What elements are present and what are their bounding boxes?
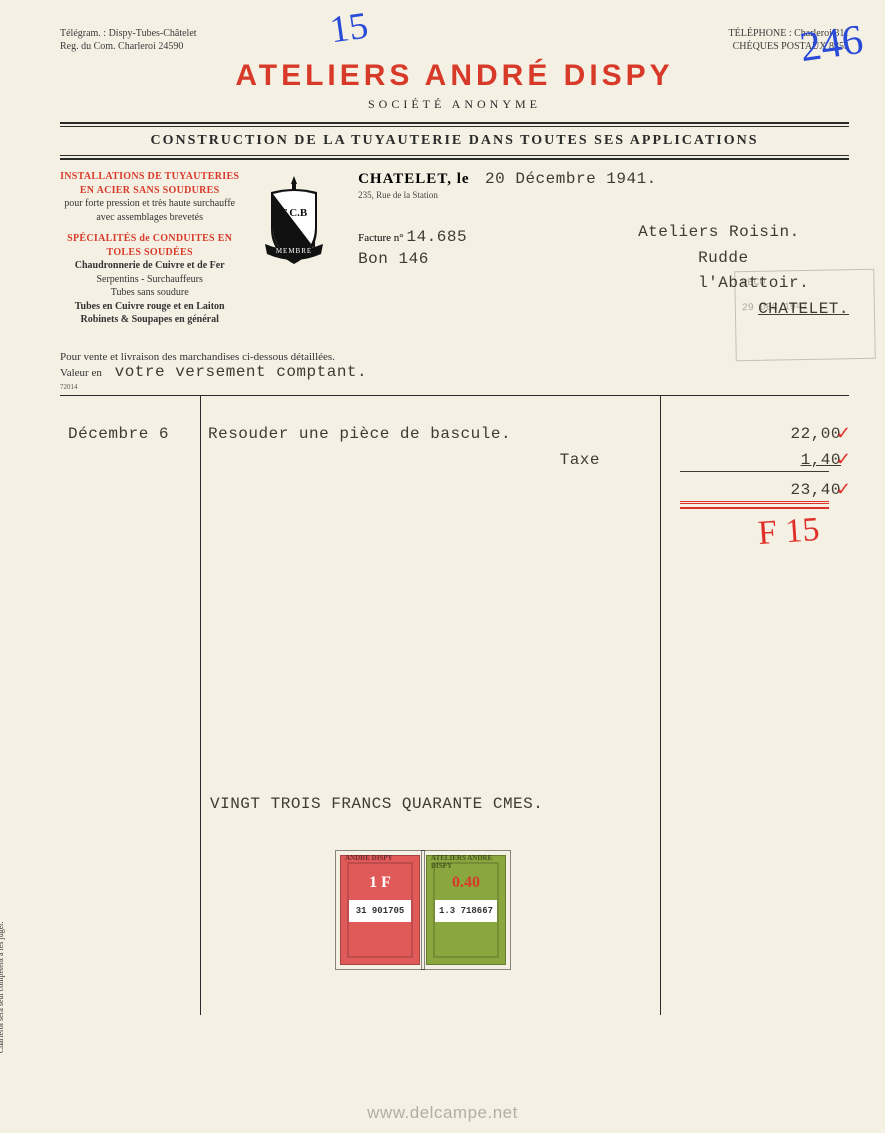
spec2-b5: Robinets & Soupapes en général [60, 313, 239, 327]
pretable-l1: Pour vente et livraison des marchandises… [60, 351, 849, 363]
registry-line: Reg. du Com. Charleroi 24590 [60, 41, 197, 54]
stamp-green: 0.40 1.3 718667 ATELIERS ANDRE DISPY [426, 855, 506, 965]
spec2-b1: Chaudronnerie de Cuivre et de Fer [60, 259, 239, 273]
letterhead-meta: Télégram. : Dispy-Tubes-Châtelet Reg. du… [60, 28, 849, 53]
company-name: ATELIERS ANDRÉ DISPY [60, 59, 849, 93]
stamp-red: 1 F 31 901705 ANDRE DISPY [340, 855, 420, 965]
pretable-l2-value: votre versement comptant. [115, 363, 368, 381]
tagline: CONSTRUCTION DE LA TUYAUTERIE DANS TOUTE… [60, 133, 849, 149]
spec2-title: SPÉCIALITÉS de CONDUITES EN TOLES SOUDÉE… [60, 232, 239, 259]
total-amount: 23,40 [660, 477, 849, 503]
stamp-red-value: 1 F [341, 874, 419, 892]
conditions-l4: 4. Le montant de nos factures est toujou… [0, 533, 6, 1053]
line-desc: Resouder une pièce de bascule. [200, 421, 660, 447]
received-l1: REÇU [741, 276, 867, 289]
line-amount: 22,00 [660, 421, 849, 447]
received-stamp: REÇU 29 DEC 1941 [734, 269, 876, 361]
received-l2: 29 DEC 1941 [742, 301, 868, 314]
handwritten-blue-15: 15 [327, 4, 371, 53]
stamp-red-overprint: ANDRE DISPY [345, 854, 393, 862]
crest-icon: F.C.B MEMBRE [253, 170, 334, 327]
spec2-b2: Serpentins - Surchauffeurs [60, 273, 239, 287]
tick-1: ✓ [836, 423, 851, 444]
spec1-title: INSTALLATIONS DE TUYAUTERIES EN ACIER SA… [60, 170, 239, 197]
tax-amount: 1,40 [660, 447, 849, 473]
stamp-green-serial: 1.3 718667 [435, 900, 497, 922]
pretable-ref: 72014 [60, 383, 849, 391]
line-date: Décembre 6 [60, 421, 200, 447]
watermark: www.delcampe.net [0, 1103, 885, 1123]
stamp-red-serial: 31 901705 [349, 900, 411, 922]
telegram-line: Télégram. : Dispy-Tubes-Châtelet [60, 28, 197, 41]
fiscal-stamps: 1 F 31 901705 ANDRE DISPY 0.40 1.3 71866… [340, 855, 506, 965]
svg-text:F.C.B: F.C.B [280, 207, 307, 219]
spec1-body: pour forte pression et très haute surcha… [60, 197, 239, 224]
tick-3: ✓ [836, 479, 851, 500]
bon-number: Bon 146 [358, 250, 429, 268]
tax-label: Taxe [200, 447, 660, 473]
specialties-block: INSTALLATIONS DE TUYAUTERIES EN ACIER SA… [60, 170, 239, 327]
handwritten-red-mark: F 15 [756, 510, 820, 552]
invoice-date: 20 Décembre 1941. [485, 170, 657, 188]
pretable-block: Pour vente et livraison des marchandises… [60, 351, 849, 391]
stamp-green-value: 0.40 [427, 874, 505, 892]
location-address: 235, Rue de la Station [358, 190, 849, 200]
invoice-table: Décembre 6 Resouder une pièce de bascule… [60, 395, 849, 1015]
handwritten-corner-mark: 246 [797, 16, 866, 72]
facture-label: Facture n° [358, 232, 404, 244]
tick-2: ✓ [836, 449, 851, 470]
conditions-of-sale: CONDITIONS DE VENTE. 1. Les marchandises… [0, 533, 6, 1053]
location-label: CHATELET, le [358, 171, 469, 187]
rule-top-thin [60, 126, 849, 127]
rule-bottom [60, 158, 849, 160]
spec2-b3: Tubes sans soudure [60, 286, 239, 300]
recipient-name: Ateliers Roisin. [638, 220, 849, 246]
stamp-green-overprint: ATELIERS ANDRE DISPY [431, 854, 505, 870]
rule-bottom-thin [60, 155, 849, 156]
spec2-b4: Tubes en Cuivre rouge et en Laiton [60, 300, 239, 314]
company-form: SOCIÉTÉ ANONYME [60, 97, 849, 112]
pretable-l2-label: Valeur en [60, 367, 102, 379]
facture-number: 14.685 [406, 228, 467, 246]
svg-text:MEMBRE: MEMBRE [276, 247, 312, 255]
rule-top [60, 122, 849, 124]
amount-in-words: VINGT TROIS FRANCS QUARANTE CMES. [210, 795, 543, 813]
